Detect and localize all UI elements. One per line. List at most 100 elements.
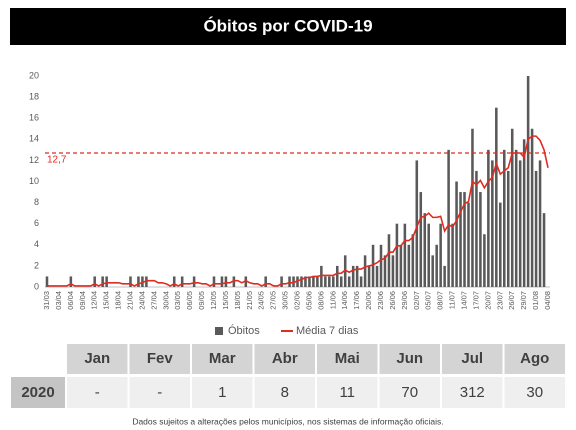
x-tick-label: 29/07 bbox=[519, 291, 528, 310]
x-tick-label: 01/08 bbox=[531, 291, 540, 310]
y-tick-label: 20 bbox=[29, 70, 39, 80]
y-tick-label: 18 bbox=[29, 91, 39, 101]
bar bbox=[522, 139, 526, 287]
bar bbox=[312, 276, 315, 287]
table-cell bbox=[317, 377, 378, 408]
table-value: - bbox=[95, 384, 100, 401]
bar bbox=[316, 276, 319, 287]
y-tick-label: 14 bbox=[29, 134, 39, 144]
bar bbox=[324, 276, 327, 287]
table-value: - bbox=[157, 384, 162, 401]
x-tick-label: 21/04 bbox=[125, 291, 134, 310]
x-tick-label: 27/04 bbox=[149, 291, 158, 310]
bar bbox=[296, 276, 299, 287]
x-tick-label: 03/04 bbox=[54, 291, 63, 310]
table-header: Abr bbox=[272, 350, 298, 367]
bar bbox=[172, 276, 176, 287]
bar bbox=[383, 255, 387, 287]
bar bbox=[395, 223, 399, 287]
bar bbox=[359, 276, 363, 287]
bar bbox=[280, 276, 283, 287]
bar bbox=[451, 223, 454, 287]
x-tick-label: 26/07 bbox=[507, 291, 516, 310]
bar bbox=[343, 255, 347, 287]
x-tick-label: 23/06 bbox=[376, 291, 385, 310]
bar bbox=[220, 276, 224, 287]
bar bbox=[467, 202, 470, 287]
table-value: 8 bbox=[281, 384, 289, 401]
table-header-cell bbox=[442, 344, 503, 374]
bar bbox=[379, 244, 383, 287]
x-tick-label: 12/04 bbox=[90, 291, 99, 310]
bar bbox=[510, 128, 514, 287]
footer-note: Dados sujeitos a alterações pelos municí… bbox=[132, 416, 443, 426]
table-header: Fev bbox=[147, 350, 174, 367]
x-tick-label: 30/04 bbox=[161, 291, 170, 310]
bar bbox=[475, 170, 478, 287]
bar bbox=[483, 234, 486, 287]
x-tick-label: 06/04 bbox=[66, 291, 75, 310]
y-tick-label: 10 bbox=[29, 176, 39, 186]
bar bbox=[399, 244, 403, 287]
bar bbox=[180, 276, 184, 287]
bar bbox=[320, 265, 323, 287]
bar bbox=[363, 255, 367, 287]
bar bbox=[367, 265, 371, 287]
legend-label: Média 7 dias bbox=[296, 325, 359, 337]
y-tick-label: 12 bbox=[29, 155, 39, 165]
bar bbox=[487, 149, 490, 287]
bar bbox=[423, 213, 427, 287]
table-value: 11 bbox=[339, 384, 355, 401]
x-tick-label: 15/04 bbox=[102, 291, 111, 310]
x-tick-label: 20/06 bbox=[364, 291, 373, 310]
y-tick-label: 2 bbox=[34, 260, 39, 270]
x-tick-label: 31/03 bbox=[42, 291, 51, 310]
table-value: 1 bbox=[218, 384, 226, 401]
x-tick-label: 04/08 bbox=[543, 291, 552, 310]
table-header-cell bbox=[192, 344, 253, 374]
x-tick-label: 29/06 bbox=[400, 291, 409, 310]
bar bbox=[419, 192, 423, 287]
table-cell bbox=[192, 377, 253, 408]
bar bbox=[264, 276, 267, 287]
bar bbox=[141, 276, 144, 287]
bar bbox=[192, 276, 196, 287]
table-header-cell bbox=[254, 344, 315, 374]
bar bbox=[407, 244, 411, 287]
bar bbox=[403, 223, 407, 287]
x-tick-label: 11/07 bbox=[448, 291, 457, 309]
bar bbox=[300, 276, 303, 287]
x-tick-label: 17/07 bbox=[471, 291, 480, 310]
bar bbox=[232, 276, 236, 287]
x-tick-label: 20/07 bbox=[483, 291, 492, 310]
bar bbox=[391, 255, 395, 287]
bar bbox=[431, 255, 434, 287]
y-tick-label: 16 bbox=[29, 113, 39, 123]
bar bbox=[137, 276, 140, 287]
y-tick-label: 4 bbox=[34, 239, 39, 249]
x-tick-label: 24/04 bbox=[137, 291, 146, 310]
x-tick-label: 08/07 bbox=[436, 291, 445, 310]
bar bbox=[355, 265, 359, 287]
x-tick-label: 26/06 bbox=[388, 291, 397, 310]
bar bbox=[292, 276, 295, 287]
x-tick-label: 30/05 bbox=[281, 291, 290, 310]
x-tick-label: 24/05 bbox=[257, 291, 266, 310]
bar bbox=[443, 265, 446, 287]
table-header: Ago bbox=[520, 350, 549, 367]
bar bbox=[347, 276, 351, 287]
y-tick-label: 6 bbox=[34, 218, 39, 228]
reference-label: 12,7 bbox=[47, 155, 67, 166]
bar bbox=[387, 234, 391, 287]
chart-title: Óbitos por COVID-19 bbox=[203, 16, 372, 35]
table-cell bbox=[254, 377, 315, 408]
bar bbox=[459, 192, 462, 287]
table-value: 2020 bbox=[21, 384, 54, 401]
x-tick-label: 03/05 bbox=[173, 291, 182, 310]
bar bbox=[447, 149, 450, 287]
table-header: Jun bbox=[396, 350, 423, 367]
table-cell bbox=[442, 377, 503, 408]
x-tick-label: 05/06 bbox=[304, 291, 313, 310]
table-header: Jul bbox=[461, 350, 483, 367]
x-tick-label: 14/06 bbox=[340, 291, 349, 310]
